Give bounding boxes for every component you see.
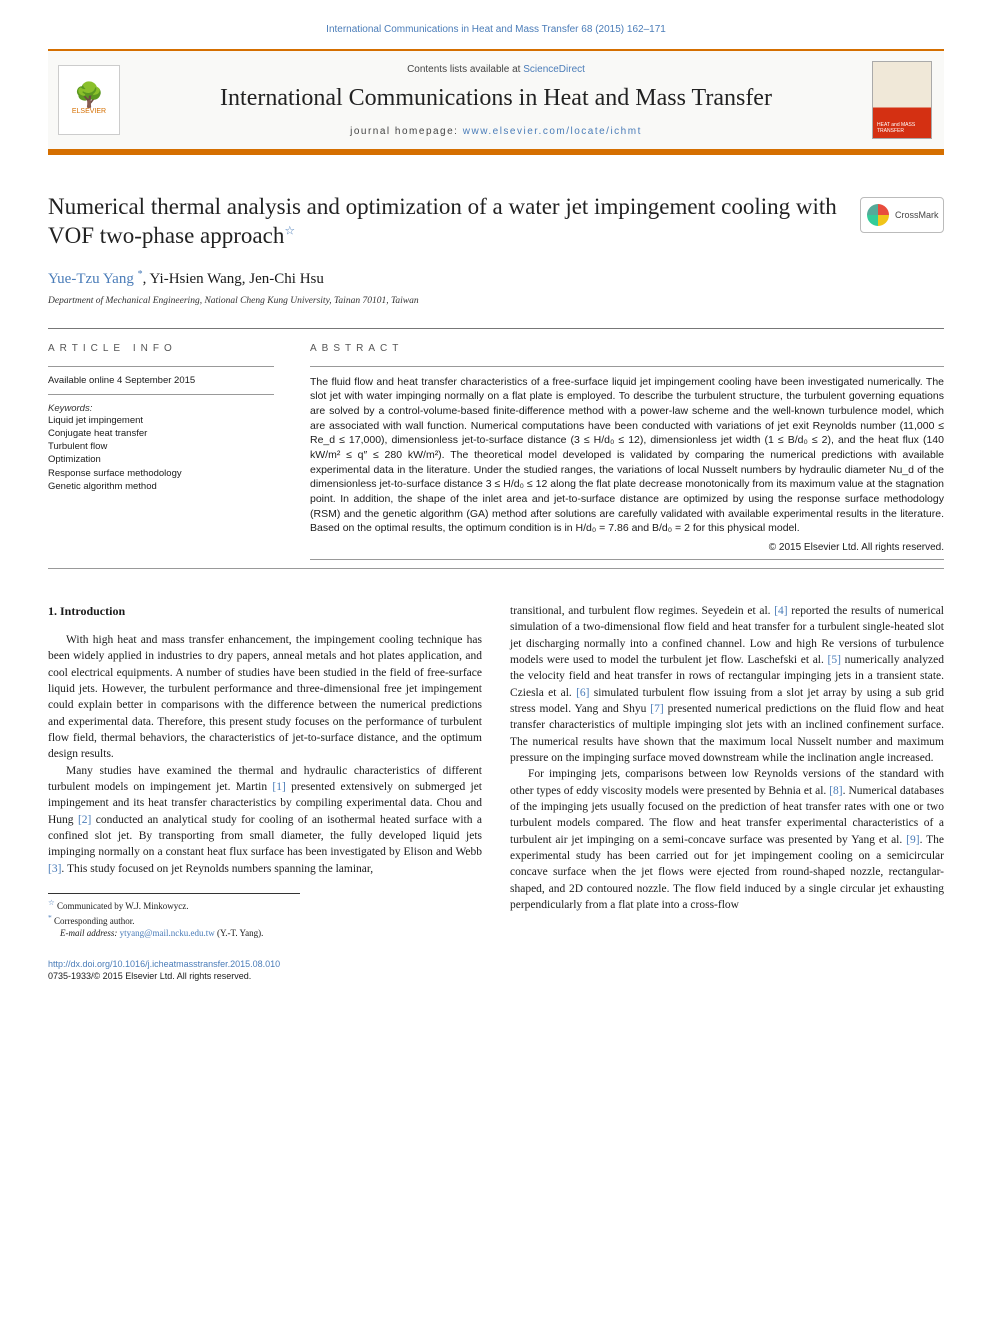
abstract-text: The fluid flow and heat transfer charact…: [310, 375, 944, 537]
doi-link[interactable]: http://dx.doi.org/10.1016/j.icheatmasstr…: [48, 959, 280, 969]
body-paragraph: Many studies have examined the thermal a…: [48, 763, 482, 877]
section-heading-introduction: 1. Introduction: [48, 603, 482, 620]
authors-line: Yue-Tzu Yang *, Yi-Hsien Wang, Jen-Chi H…: [48, 269, 944, 288]
reference-link[interactable]: [1]: [272, 781, 285, 793]
keywords-list: Liquid jet impingement Conjugate heat tr…: [48, 414, 274, 494]
footnotes-block: ☆ Communicated by W.J. Minkowycz. * Corr…: [48, 893, 300, 940]
reference-link[interactable]: [9]: [906, 834, 919, 846]
crossmark-icon: [867, 204, 889, 226]
section-divider: [48, 568, 944, 569]
keyword-item: Conjugate heat transfer: [48, 427, 274, 440]
journal-homepage-line: journal homepage: www.elsevier.com/locat…: [130, 126, 862, 137]
keyword-item: Optimization: [48, 453, 274, 466]
reference-link[interactable]: [3]: [48, 863, 61, 875]
reference-link[interactable]: [7]: [650, 703, 663, 715]
journal-header-band: 🌳 ELSEVIER Contents lists available at S…: [48, 49, 944, 155]
body-column-right: transitional, and turbulent flow regimes…: [510, 603, 944, 940]
author-email-link[interactable]: ytyang@mail.ncku.edu.tw: [120, 928, 215, 938]
reference-link[interactable]: [2]: [78, 814, 91, 826]
issn-copyright: 0735-1933/© 2015 Elsevier Ltd. All right…: [48, 971, 251, 981]
citation-link[interactable]: International Communications in Heat and…: [326, 24, 666, 35]
crossmark-badge[interactable]: CrossMark: [860, 197, 944, 233]
doi-block: http://dx.doi.org/10.1016/j.icheatmasstr…: [48, 958, 944, 982]
publisher-logo[interactable]: 🌳 ELSEVIER: [58, 65, 120, 135]
body-paragraph: With high heat and mass transfer enhance…: [48, 632, 482, 763]
corresponding-author-link[interactable]: Yue-Tzu Yang: [48, 271, 134, 287]
elsevier-tree-icon: 🌳: [74, 84, 104, 108]
keywords-label: Keywords:: [48, 403, 274, 414]
journal-cover-thumbnail[interactable]: HEAT and MASS TRANSFER: [872, 61, 932, 139]
article-info-label: ARTICLE INFO: [48, 343, 274, 354]
reference-link[interactable]: [4]: [774, 605, 787, 617]
abstract-label: ABSTRACT: [310, 343, 944, 354]
journal-title: International Communications in Heat and…: [130, 85, 862, 112]
contents-available-line: Contents lists available at ScienceDirec…: [130, 64, 862, 75]
reference-link[interactable]: [5]: [828, 654, 841, 666]
body-paragraph: transitional, and turbulent flow regimes…: [510, 603, 944, 766]
keyword-item: Response surface methodology: [48, 467, 274, 480]
keyword-item: Turbulent flow: [48, 440, 274, 453]
title-footnote-link[interactable]: ☆: [284, 223, 295, 237]
keyword-item: Liquid jet impingement: [48, 414, 274, 427]
publisher-name: ELSEVIER: [72, 108, 106, 116]
sciencedirect-link[interactable]: ScienceDirect: [523, 64, 585, 75]
affiliation: Department of Mechanical Engineering, Na…: [48, 296, 944, 306]
available-online-date: Available online 4 September 2015: [48, 375, 274, 386]
body-column-left: 1. Introduction With high heat and mass …: [48, 603, 482, 940]
journal-homepage-link[interactable]: www.elsevier.com/locate/ichmt: [463, 126, 642, 137]
reference-link[interactable]: [6]: [576, 687, 589, 699]
reference-link[interactable]: [8]: [829, 785, 842, 797]
article-title: Numerical thermal analysis and optimizat…: [48, 193, 848, 251]
citation-header: International Communications in Heat and…: [48, 24, 944, 49]
body-paragraph: For impinging jets, comparisons between …: [510, 766, 944, 913]
keyword-item: Genetic algorithm method: [48, 480, 274, 493]
abstract-copyright: © 2015 Elsevier Ltd. All rights reserved…: [310, 542, 944, 553]
